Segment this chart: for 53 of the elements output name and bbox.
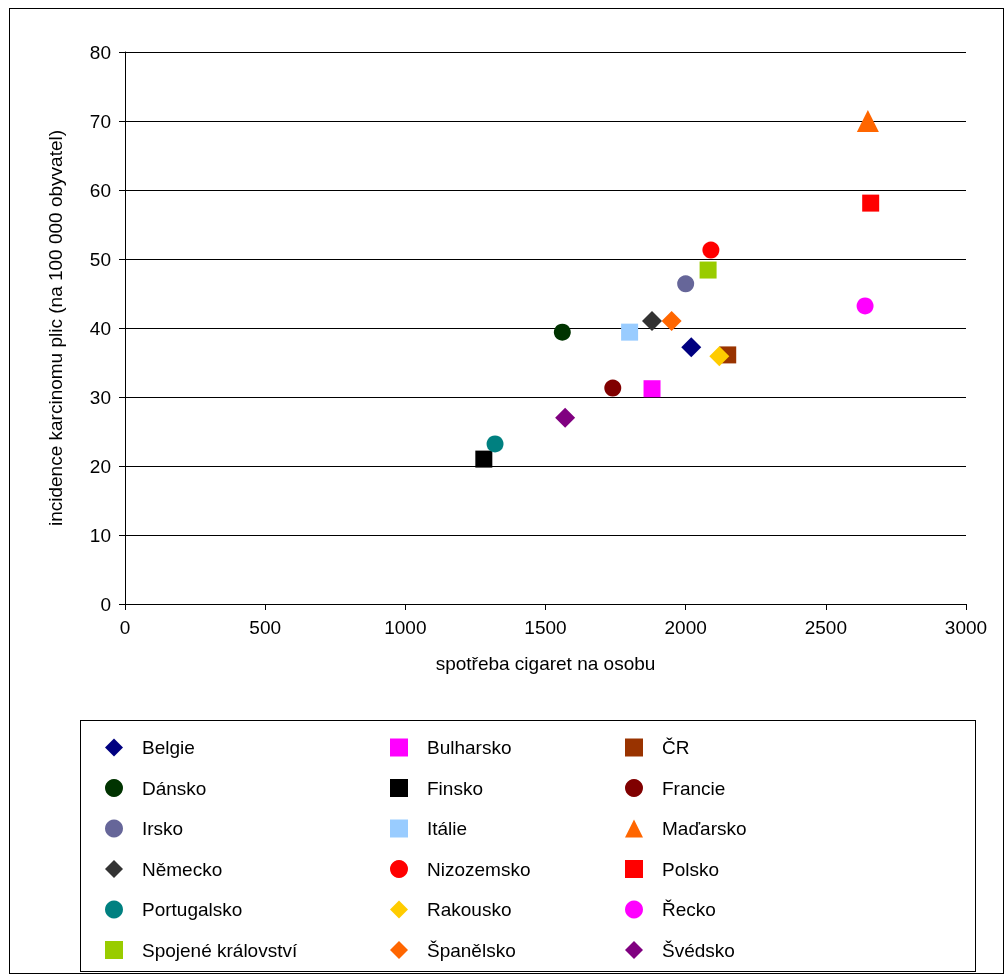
- point: [643, 380, 661, 398]
- x-tick-label: 2500: [804, 617, 847, 638]
- point: [553, 323, 571, 341]
- legend-label: Řecko: [662, 899, 716, 920]
- legend-label: Spojené království: [142, 939, 298, 961]
- x-tick-label: 3000: [944, 617, 988, 638]
- x-tick-label: 0: [119, 617, 131, 638]
- y-tick-label: 10: [89, 524, 111, 546]
- point: [699, 261, 717, 279]
- y-tick-label: 50: [89, 248, 111, 270]
- point: [709, 346, 730, 367]
- point: [856, 110, 879, 132]
- x-tick-label: 500: [249, 617, 282, 638]
- point: [621, 323, 639, 341]
- x-tick-label: 1500: [524, 617, 567, 638]
- legend-label: Polsko: [662, 858, 720, 880]
- y-tick-label: 40: [89, 317, 111, 339]
- x-axis-title: spotřeba cigaret na osobu: [435, 653, 656, 674]
- legend-label: Belgie: [142, 737, 195, 758]
- legend-label: Finsko: [427, 777, 483, 799]
- x-tick-label: 1000: [384, 617, 427, 638]
- legend-label: Španělsko: [427, 939, 516, 961]
- y-tick-label: 20: [89, 455, 111, 477]
- y-tick-label: 70: [89, 110, 111, 132]
- point: [555, 407, 576, 428]
- point: [702, 241, 720, 259]
- legend-label: Itálie: [427, 818, 468, 839]
- y-tick-label: 80: [89, 41, 111, 63]
- y-tick-label: 30: [89, 386, 111, 408]
- point: [681, 337, 702, 358]
- legend-label: Francie: [662, 777, 726, 799]
- legend-label: Bulharsko: [427, 737, 512, 758]
- point: [862, 194, 880, 212]
- point: [486, 435, 504, 453]
- legend-label: Maďarsko: [662, 818, 747, 839]
- legend-label: Portugalsko: [142, 899, 243, 920]
- x-tick-label: 2000: [664, 617, 707, 638]
- legend-label: Rakousko: [427, 899, 512, 920]
- point: [856, 297, 874, 315]
- point: [475, 450, 493, 468]
- legend-label: Německo: [142, 858, 223, 880]
- legend-label: Švédsko: [662, 939, 735, 961]
- y-tick-label: 60: [89, 179, 111, 201]
- y-axis-title: incidence karcinomu plic (na 100 000 obyvatel): [45, 129, 66, 527]
- legend-label: Irsko: [142, 818, 184, 839]
- legend-label: ČR: [662, 737, 690, 758]
- y-tick-label: 0: [100, 593, 111, 615]
- point: [661, 311, 682, 332]
- legend-label: Nizozemsko: [427, 858, 531, 880]
- point: [604, 379, 622, 397]
- point: [642, 311, 663, 332]
- legend-label: Dánsko: [142, 777, 207, 799]
- point: [677, 275, 695, 293]
